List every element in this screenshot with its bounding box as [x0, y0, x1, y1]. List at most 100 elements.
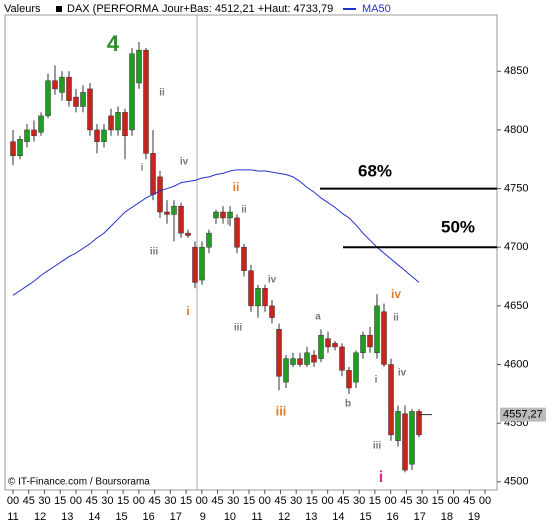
candle-body — [94, 129, 100, 142]
candle-body — [185, 232, 191, 236]
x-tick-label: 00 — [70, 495, 82, 507]
wave-label: iv — [268, 275, 277, 286]
y-tick-label: 4700 — [504, 241, 528, 253]
x-tick-label: 15 — [369, 495, 381, 507]
day-label: 18 — [441, 511, 453, 523]
wave-label: ii — [241, 205, 247, 216]
candle-body — [59, 76, 65, 93]
candle-body — [395, 411, 401, 441]
candle-body — [143, 49, 149, 154]
x-tick-label: 00 — [7, 495, 19, 507]
wave-label: i — [141, 163, 144, 174]
candle-body — [367, 334, 373, 348]
candle-body — [101, 129, 107, 142]
last-price-label: 4557,27 — [503, 409, 543, 421]
y-tick-label: 4600 — [504, 358, 528, 370]
x-tick-label: 00 — [384, 495, 396, 507]
retracement-label: 50% — [441, 217, 475, 236]
candle-body — [80, 92, 86, 107]
day-label: 19 — [468, 511, 480, 523]
x-tick-label: 00 — [447, 495, 459, 507]
candle-body — [353, 352, 359, 383]
candle-body — [255, 288, 261, 307]
candle-body — [10, 141, 16, 156]
wave-label: iv — [398, 368, 407, 379]
day-label: 16 — [387, 511, 399, 523]
y-tick-label: 4750 — [504, 182, 528, 194]
legend-swatch — [56, 6, 62, 12]
wave-label: ii — [159, 88, 165, 99]
x-tick-label: 45 — [148, 495, 160, 507]
candle-body — [388, 364, 394, 436]
day-label: 9 — [200, 511, 206, 523]
candle-body — [122, 112, 128, 137]
wave-label: i — [375, 375, 378, 386]
candle-body — [178, 205, 184, 234]
candle-body — [213, 211, 219, 219]
candle-body — [318, 334, 324, 359]
candle-body — [381, 311, 387, 365]
price-info: Jour+Bas: 4512,21 +Haut: 4733,79 — [162, 3, 333, 15]
candle-body — [241, 246, 247, 271]
x-tick-label: 30 — [416, 495, 428, 507]
candle-body — [360, 334, 366, 354]
x-tick-label: 15 — [54, 495, 66, 507]
day-label: 15 — [359, 511, 371, 523]
candle-body — [129, 53, 135, 131]
candle-body — [87, 88, 93, 131]
wave-label: a — [315, 312, 321, 323]
x-tick-label: 45 — [337, 495, 349, 507]
credit: © IT-Finance.com / Boursorama — [8, 477, 150, 488]
x-tick-label: 30 — [38, 495, 50, 507]
candle-body — [402, 413, 408, 471]
candle-body — [332, 343, 338, 348]
candle-body — [227, 211, 233, 219]
day-label: 12 — [34, 511, 46, 523]
x-tick-label: 15 — [180, 495, 192, 507]
candle-body — [290, 358, 296, 365]
candle-body — [374, 305, 380, 354]
x-tick-label: 30 — [101, 495, 113, 507]
x-tick-label: 30 — [227, 495, 239, 507]
day-label: 12 — [278, 511, 290, 523]
x-tick-label: 15 — [243, 495, 255, 507]
candle-body — [311, 354, 317, 363]
wave-label: ii — [233, 180, 240, 194]
day-label: 11 — [251, 511, 262, 523]
candle-body — [234, 217, 240, 248]
day-label: 17 — [414, 511, 426, 523]
x-tick-label: 15 — [432, 495, 444, 507]
x-tick-label: 30 — [164, 495, 176, 507]
day-label: 13 — [61, 511, 73, 523]
y-tick-label: 4800 — [504, 124, 528, 136]
wave-label: ii — [393, 313, 399, 324]
x-tick-label: 45 — [86, 495, 98, 507]
candle-body — [52, 80, 58, 90]
candle-body — [157, 176, 163, 213]
wave-label: iii — [373, 441, 382, 452]
candle-body — [66, 76, 72, 101]
x-tick-label: 15 — [306, 495, 318, 507]
wave-label: i — [379, 469, 383, 486]
x-tick-label: 45 — [23, 495, 35, 507]
candle-body — [38, 115, 44, 133]
x-tick-label: 30 — [290, 495, 302, 507]
candle-body — [115, 112, 121, 131]
candle-body — [136, 49, 142, 84]
y-tick-label: 4500 — [504, 476, 528, 488]
section-label: Valeurs — [4, 3, 41, 15]
candle-body — [31, 129, 37, 137]
plot-frame — [4, 14, 498, 491]
x-tick-label: 45 — [463, 495, 475, 507]
candle-body — [150, 153, 156, 195]
x-tick-label: 45 — [211, 495, 223, 507]
y-tick-label: 4650 — [504, 300, 528, 312]
candle-body — [325, 338, 331, 348]
candle-body — [73, 96, 79, 107]
candle-body — [416, 411, 422, 436]
day-label: 17 — [170, 511, 182, 523]
wave-label: 4 — [107, 31, 120, 56]
day-label: 15 — [115, 511, 127, 523]
candle-body — [297, 358, 303, 365]
